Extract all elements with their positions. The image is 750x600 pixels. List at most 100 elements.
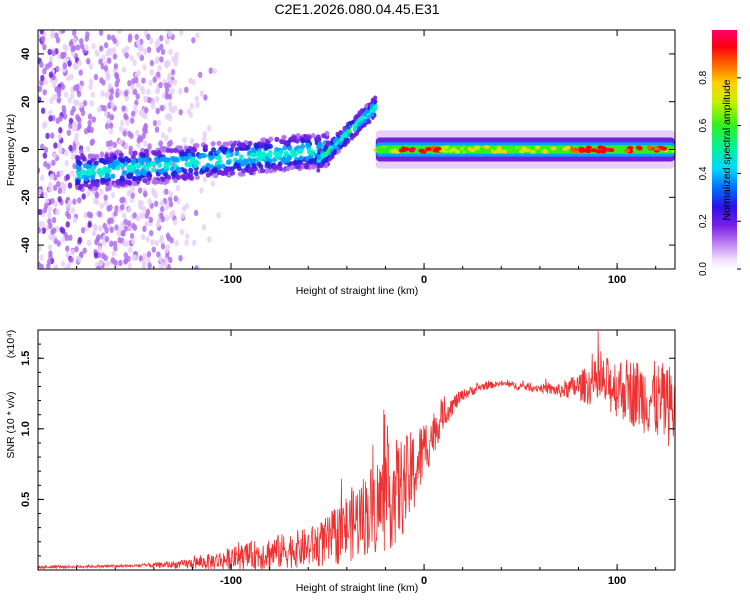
spectrogram-cell bbox=[164, 157, 170, 163]
spectrogram-cell bbox=[75, 141, 81, 148]
spectrogram-data bbox=[38, 30, 675, 269]
spectrogram-cell bbox=[71, 144, 77, 151]
spectrogram-cell bbox=[163, 61, 169, 68]
spectrogram-cell bbox=[50, 132, 55, 139]
spectrogram-cell bbox=[117, 226, 123, 234]
spectrogram-cell bbox=[168, 200, 174, 208]
spectrogram-cell bbox=[194, 142, 200, 149]
spectrogram-cell bbox=[105, 260, 110, 268]
spectrogram-cell bbox=[149, 59, 155, 67]
x-tick-label: -100 bbox=[220, 274, 242, 286]
spectrogram-cell bbox=[128, 246, 133, 254]
spectrogram-cell bbox=[143, 140, 148, 147]
spectrogram-cell bbox=[180, 174, 186, 180]
spectrogram-cell bbox=[62, 113, 68, 120]
spectrogram-cell bbox=[204, 167, 210, 173]
spectrogram-cell bbox=[71, 125, 77, 132]
spectrogram-cell bbox=[114, 72, 120, 80]
spectrogram-cell bbox=[358, 126, 363, 131]
spectrogram-cell bbox=[90, 138, 96, 145]
spectrogram-cell bbox=[164, 178, 170, 184]
spectrogram-cell bbox=[158, 81, 163, 89]
spectrogram-cell bbox=[307, 150, 313, 156]
spectrogram-cell bbox=[126, 179, 132, 185]
spectrogram-cell bbox=[155, 107, 161, 115]
spectrogram-cell bbox=[85, 31, 90, 38]
spectrogram-cell bbox=[173, 147, 179, 154]
spectrogram-cell bbox=[134, 33, 139, 41]
spectrogram-cell bbox=[272, 165, 278, 171]
snr-xlabel: Height of straight line (km) bbox=[296, 582, 419, 594]
spectrogram-cell bbox=[38, 220, 43, 228]
spectrogram-cell bbox=[190, 156, 196, 162]
snr-frame bbox=[37, 329, 676, 571]
spectrogram-cell bbox=[202, 135, 207, 143]
spectrogram-cell bbox=[105, 140, 111, 148]
spectrogram-cell bbox=[135, 129, 140, 137]
spectrogram-cell bbox=[172, 79, 178, 86]
spectrogram-cell bbox=[164, 93, 170, 100]
spectrogram-cell bbox=[661, 146, 668, 151]
spectrogram-cell bbox=[281, 134, 287, 141]
spectrogram-cell bbox=[143, 96, 149, 104]
spectrogram-cell bbox=[173, 195, 178, 202]
spectrogram-cell bbox=[364, 103, 369, 109]
spectrogram-cell bbox=[170, 69, 176, 76]
spectrogram-cell bbox=[112, 141, 117, 149]
spectrogram-cell bbox=[130, 154, 136, 160]
spectrogram-cell bbox=[184, 86, 189, 94]
spectrogram-cell bbox=[96, 265, 101, 269]
spectrogram-cell bbox=[282, 145, 288, 151]
spectrogram-cell bbox=[121, 105, 126, 112]
spectrogram-cell bbox=[94, 198, 100, 206]
spectrogram-cell bbox=[188, 167, 194, 173]
spectrogram-cell bbox=[194, 174, 200, 180]
spectrogram-cell bbox=[135, 162, 141, 168]
spectrogram-cell bbox=[122, 240, 127, 247]
spectrogram-cell bbox=[322, 157, 327, 163]
spectrogram-cell bbox=[64, 56, 69, 64]
spectrogram-cell bbox=[300, 143, 306, 149]
spectrogram-cell bbox=[48, 181, 53, 189]
spectrogram-cell bbox=[64, 44, 69, 52]
spectrogram-cell bbox=[108, 128, 114, 135]
spectrogram-cell bbox=[173, 60, 178, 67]
spectrogram-cell bbox=[70, 207, 75, 214]
spectrogram-cell bbox=[72, 198, 77, 205]
spectrogram-cell bbox=[118, 152, 124, 158]
spectrogram-cell bbox=[121, 212, 127, 219]
spectrogram-cell bbox=[144, 107, 149, 114]
snr-line bbox=[38, 330, 675, 570]
spectrogram-cell bbox=[90, 174, 96, 180]
spectrogram-cell bbox=[47, 48, 52, 56]
spectrogram-cell bbox=[50, 228, 55, 236]
spectrogram-cell bbox=[165, 38, 170, 45]
spectrogram-cell bbox=[168, 79, 174, 86]
spectrogram-cell bbox=[163, 165, 169, 171]
spectrogram-cell bbox=[535, 148, 542, 153]
spectrogram-cell bbox=[109, 88, 115, 95]
spectrogram-cell bbox=[38, 208, 43, 216]
spectrogram-cell bbox=[194, 265, 199, 269]
snr-panel: -100 0 100 0.5 1.0 1.5 Height of straight lin… bbox=[5, 329, 676, 594]
spectrogram-cell bbox=[99, 151, 105, 158]
spectrogram-cell bbox=[323, 145, 328, 151]
spectrogram-cell bbox=[164, 246, 169, 254]
spectrogram-cell bbox=[119, 204, 125, 211]
spectrogram-cell bbox=[102, 105, 107, 112]
spectrogram-cell bbox=[184, 232, 190, 240]
spectrogram-cell bbox=[254, 143, 260, 149]
spectrogram-cell bbox=[179, 228, 185, 236]
spectrogram-cell bbox=[311, 164, 317, 170]
spectrogram-cell bbox=[84, 163, 90, 169]
spectrogram-cell bbox=[57, 141, 62, 149]
spectrogram-cell bbox=[108, 49, 113, 56]
snr-scale-label: (x10⁴) bbox=[5, 330, 17, 358]
spectrogram-cell bbox=[73, 99, 78, 106]
spectrogram-cell bbox=[646, 145, 653, 150]
spectrogram-cell bbox=[130, 192, 135, 199]
spectrogram-cell bbox=[144, 152, 150, 158]
spectrogram-cell bbox=[181, 205, 187, 213]
spectrogram-cell bbox=[42, 152, 48, 159]
spectrogram-cell bbox=[93, 73, 99, 81]
